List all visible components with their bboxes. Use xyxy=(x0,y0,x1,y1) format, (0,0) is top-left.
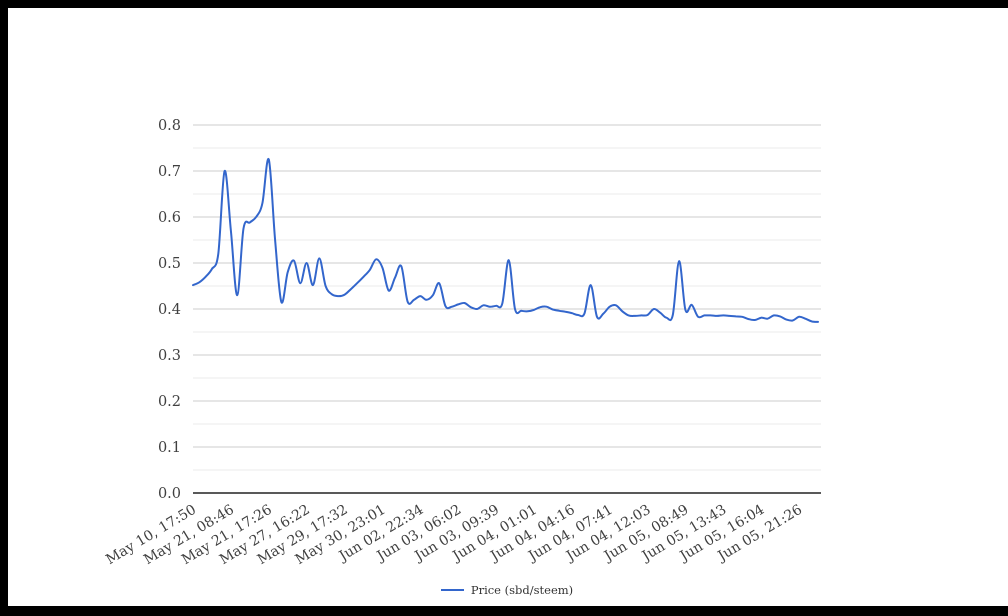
price-line xyxy=(192,158,819,323)
window-frame-bottom xyxy=(0,606,1008,616)
window-frame-top xyxy=(0,0,1008,8)
window-frame-left xyxy=(0,0,8,616)
chart-legend: Price (sbd/steem) xyxy=(193,583,821,597)
y-tick-label: 0.8 xyxy=(158,118,181,134)
y-tick-label: 0.1 xyxy=(158,440,181,456)
y-tick-label: 0.6 xyxy=(158,210,181,226)
y-tick-label: 0.4 xyxy=(158,302,181,318)
y-tick-label: 0.3 xyxy=(158,348,181,364)
y-tick-label: 0.2 xyxy=(158,394,181,410)
y-tick-label: 0.5 xyxy=(158,256,181,272)
y-tick-label: 0.0 xyxy=(158,486,181,502)
legend-line-swatch xyxy=(440,589,464,591)
legend-label: Price (sbd/steem) xyxy=(470,583,574,597)
y-tick-label: 0.7 xyxy=(158,164,181,180)
